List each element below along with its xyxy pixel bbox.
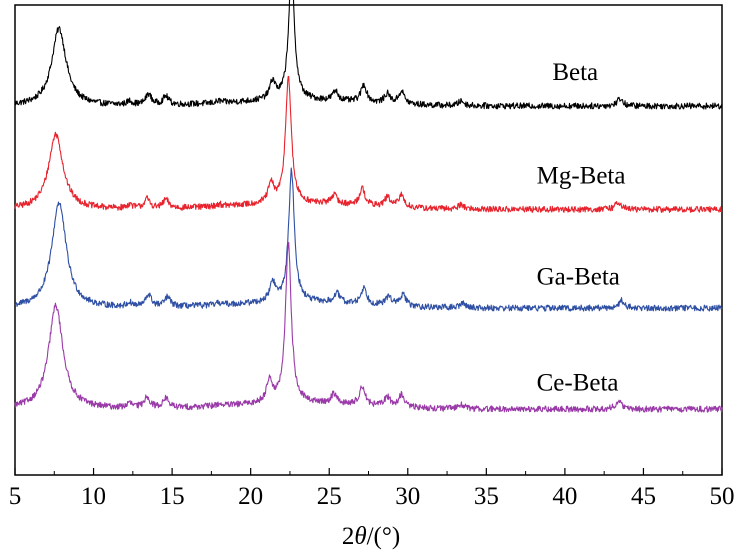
label-beta: Beta (552, 59, 598, 86)
x-tick-label-20: 20 (238, 483, 263, 510)
trace-ga-beta (14, 167, 723, 312)
label-ce-beta: Ce-Beta (537, 369, 619, 396)
x-tick-label-50: 50 (710, 483, 735, 510)
x-axis-title-prefix: 2 (342, 523, 355, 550)
x-tick-label-40: 40 (552, 483, 577, 510)
x-tick-label-15: 15 (160, 483, 185, 510)
trace-beta (14, 0, 723, 110)
x-axis-title-suffix: /(°) (367, 523, 401, 550)
x-tick-label-5: 5 (9, 483, 22, 510)
x-ticks (14, 468, 723, 475)
x-tick-label-25: 25 (317, 483, 342, 510)
label-ga-beta: Ga-Beta (537, 264, 620, 291)
x-tick-label-35: 35 (474, 483, 499, 510)
label-mg-beta: Mg-Beta (537, 163, 626, 190)
x-tick-label-45: 45 (631, 483, 656, 510)
x-tick-label-10: 10 (81, 483, 106, 510)
traces (14, 0, 723, 413)
series-labels: Beta Mg-Beta Ga-Beta Ce-Beta (537, 59, 626, 396)
trace-ce-beta (14, 241, 723, 413)
x-axis-title-theta: θ (354, 523, 366, 550)
trace-mg-beta (14, 75, 723, 213)
x-tick-labels: 5 10 15 20 25 30 35 40 45 50 (9, 483, 735, 510)
x-tick-label-30: 30 (395, 483, 420, 510)
x-axis-title: 2θ/(°) (342, 523, 400, 550)
